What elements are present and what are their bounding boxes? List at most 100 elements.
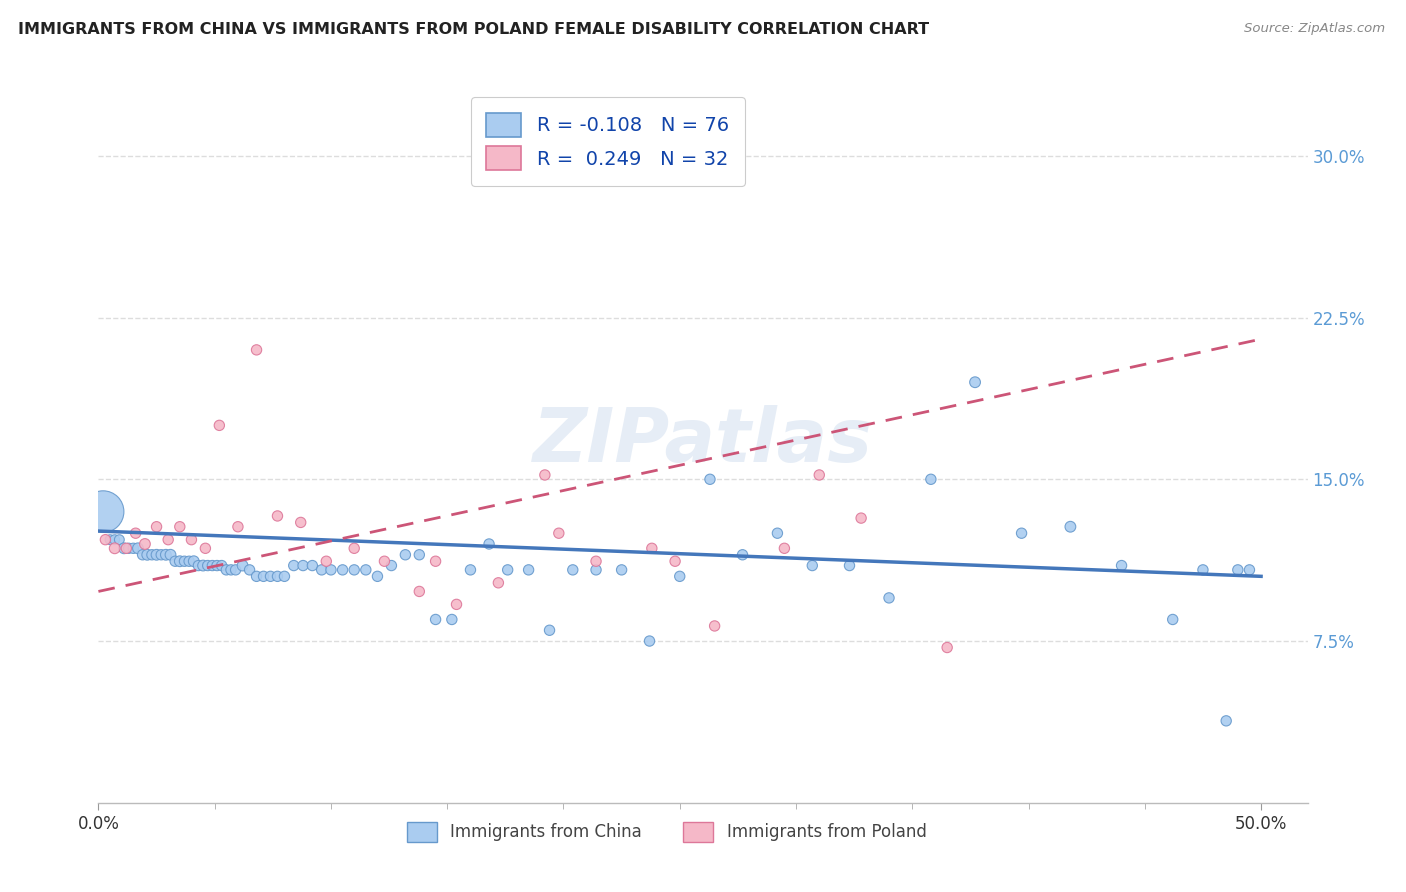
Point	[1192, 563, 1215, 577]
Point	[266, 569, 288, 583]
Point	[394, 548, 416, 562]
Point	[354, 563, 377, 577]
Point	[91, 505, 114, 519]
Point	[145, 520, 167, 534]
Point	[173, 554, 195, 568]
Point	[332, 563, 354, 577]
Point	[496, 563, 519, 577]
Point	[408, 584, 430, 599]
Point	[1111, 558, 1133, 573]
Point	[191, 558, 214, 573]
Point	[292, 558, 315, 573]
Point	[122, 541, 145, 556]
Point	[585, 554, 607, 568]
Point	[641, 541, 664, 556]
Point	[849, 511, 872, 525]
Point	[165, 554, 187, 568]
Point	[98, 533, 121, 547]
Point	[366, 569, 388, 583]
Point	[460, 563, 482, 577]
Point	[610, 563, 633, 577]
Point	[239, 563, 262, 577]
Point	[157, 533, 180, 547]
Point	[408, 548, 430, 562]
Point	[290, 516, 312, 530]
Point	[808, 467, 831, 482]
Text: Source: ZipAtlas.com: Source: ZipAtlas.com	[1244, 22, 1385, 36]
Point	[1215, 714, 1237, 728]
Point	[534, 467, 557, 482]
Point	[145, 548, 167, 562]
Point	[225, 563, 247, 577]
Text: ZIPatlas: ZIPatlas	[533, 405, 873, 478]
Point	[936, 640, 959, 655]
Point	[127, 541, 149, 556]
Point	[668, 569, 690, 583]
Point	[920, 472, 942, 486]
Point	[283, 558, 305, 573]
Point	[965, 376, 987, 390]
Point	[664, 554, 686, 568]
Point	[311, 563, 333, 577]
Point	[134, 537, 156, 551]
Point	[547, 526, 569, 541]
Point	[169, 520, 191, 534]
Legend: Immigrants from China, Immigrants from Poland: Immigrants from China, Immigrants from P…	[401, 815, 934, 848]
Point	[1161, 612, 1184, 626]
Point	[1011, 526, 1033, 541]
Point	[159, 548, 181, 562]
Point	[187, 558, 209, 573]
Point	[343, 541, 366, 556]
Point	[517, 563, 540, 577]
Point	[112, 541, 135, 556]
Point	[180, 533, 202, 547]
Point	[108, 533, 131, 547]
Point	[179, 554, 201, 568]
Point	[205, 558, 228, 573]
Point	[538, 624, 561, 638]
Point	[561, 563, 583, 577]
Point	[252, 569, 274, 583]
Point	[197, 558, 219, 573]
Point	[155, 548, 177, 562]
Point	[183, 554, 205, 568]
Point	[266, 508, 288, 523]
Point	[301, 558, 323, 573]
Point	[1226, 563, 1249, 577]
Point	[373, 554, 395, 568]
Point	[169, 554, 191, 568]
Point	[104, 541, 127, 556]
Point	[208, 418, 231, 433]
Point	[319, 563, 342, 577]
Point	[766, 526, 789, 541]
Point	[478, 537, 501, 551]
Point	[215, 563, 238, 577]
Point	[638, 634, 661, 648]
Point	[136, 548, 159, 562]
Point	[150, 548, 173, 562]
Point	[259, 569, 281, 583]
Text: IMMIGRANTS FROM CHINA VS IMMIGRANTS FROM POLAND FEMALE DISABILITY CORRELATION CH: IMMIGRANTS FROM CHINA VS IMMIGRANTS FROM…	[18, 22, 929, 37]
Point	[585, 563, 607, 577]
Point	[245, 569, 267, 583]
Point	[273, 569, 295, 583]
Point	[425, 612, 447, 626]
Point	[773, 541, 796, 556]
Point	[141, 548, 163, 562]
Point	[1239, 563, 1261, 577]
Point	[425, 554, 447, 568]
Point	[703, 619, 725, 633]
Point	[440, 612, 463, 626]
Point	[315, 554, 337, 568]
Point	[343, 563, 366, 577]
Point	[486, 575, 509, 590]
Point	[877, 591, 900, 605]
Point	[838, 558, 860, 573]
Point	[380, 558, 402, 573]
Point	[1059, 520, 1081, 534]
Point	[115, 541, 138, 556]
Point	[194, 541, 217, 556]
Point	[201, 558, 224, 573]
Point	[118, 541, 141, 556]
Point	[731, 548, 754, 562]
